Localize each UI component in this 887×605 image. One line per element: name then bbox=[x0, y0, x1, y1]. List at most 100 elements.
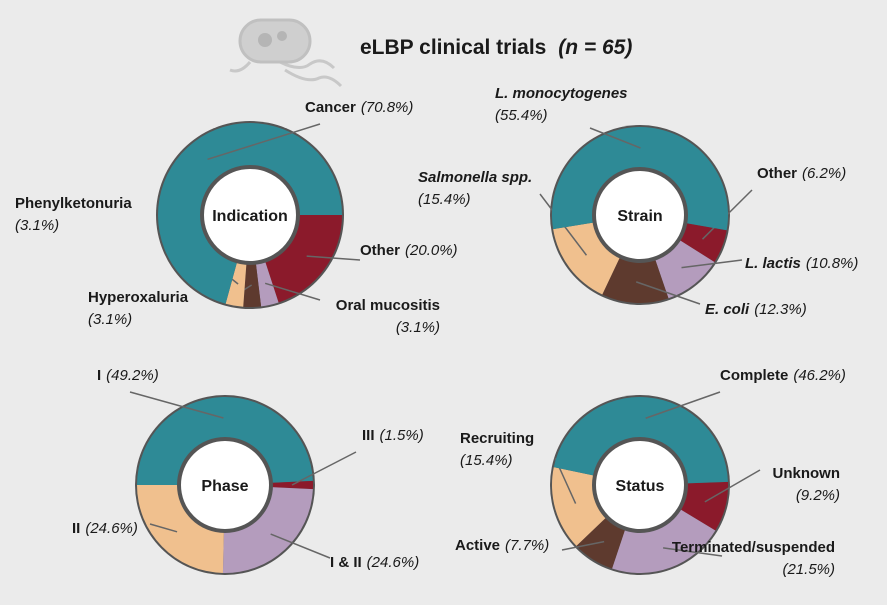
slice bbox=[222, 487, 313, 573]
value-label: (21.5%) bbox=[782, 561, 835, 578]
category-name: L. monocytogenes bbox=[495, 85, 628, 102]
category-name: Recruiting bbox=[460, 430, 534, 447]
slice-label: Cancer (70.8%) bbox=[305, 99, 413, 116]
value-label: (3.1%) bbox=[88, 311, 132, 328]
page-title: eLBP clinical trials (n = 65) bbox=[360, 36, 632, 59]
ring-hole bbox=[177, 437, 273, 533]
value-label: (55.4%) bbox=[495, 107, 548, 124]
slice-label: Active (7.7%) bbox=[455, 537, 549, 554]
slice-label: Salmonella spp. (15.4%) bbox=[418, 169, 532, 208]
category-name: Other bbox=[360, 242, 400, 259]
category-name: Oral mucositis bbox=[336, 297, 440, 314]
slice-label: E. coli (12.3%) bbox=[705, 301, 807, 318]
slice-label: L. lactis (10.8%) bbox=[745, 255, 858, 272]
category-name: Active bbox=[455, 537, 500, 554]
pie-title: Phase bbox=[201, 478, 248, 495]
slice bbox=[158, 122, 342, 304]
value-label: (3.1%) bbox=[15, 217, 59, 234]
leader-line bbox=[635, 281, 701, 305]
leader-line bbox=[207, 123, 321, 161]
pie-title: Indication bbox=[212, 208, 288, 225]
value-label: (12.3%) bbox=[754, 301, 807, 318]
slice-label: Other (6.2%) bbox=[757, 165, 846, 182]
slice bbox=[264, 215, 342, 303]
value-label: (46.2%) bbox=[793, 367, 846, 384]
slice-label: II (24.6%) bbox=[72, 520, 138, 537]
slice bbox=[654, 239, 715, 299]
slice bbox=[270, 480, 313, 490]
slice-label: I & II (24.6%) bbox=[330, 554, 419, 571]
slice bbox=[552, 126, 728, 231]
slice-label: L. monocytogenes (55.4%) bbox=[495, 85, 628, 124]
category-name: L. lactis bbox=[745, 255, 801, 272]
value-label: (1.5%) bbox=[380, 427, 424, 444]
leader-line bbox=[663, 547, 723, 557]
slice bbox=[225, 261, 247, 307]
leader-line bbox=[589, 127, 641, 149]
slice-label: Unknown (9.2%) bbox=[773, 465, 841, 504]
slice bbox=[612, 508, 716, 574]
leader-line bbox=[270, 533, 331, 559]
leader-line bbox=[291, 451, 357, 486]
value-label: (10.8%) bbox=[806, 255, 859, 272]
leader-line bbox=[645, 391, 721, 419]
slice bbox=[678, 222, 727, 263]
slice bbox=[137, 397, 313, 485]
slice bbox=[137, 485, 224, 573]
leader-line bbox=[681, 259, 743, 269]
category-name: Phenylketonuria bbox=[15, 195, 132, 212]
value-label: (15.4%) bbox=[418, 191, 471, 208]
slice-label: I (49.2%) bbox=[97, 367, 159, 384]
ring-hole bbox=[200, 165, 300, 265]
category-name: I & II bbox=[330, 554, 362, 571]
value-label: (15.4%) bbox=[460, 452, 513, 469]
leader-line bbox=[561, 540, 605, 551]
slice bbox=[243, 262, 262, 307]
value-label: (70.8%) bbox=[361, 99, 414, 116]
value-label: (7.7%) bbox=[505, 537, 549, 554]
title-note: (n = 65) bbox=[558, 36, 632, 59]
slice-label: Oral mucositis (3.1%) bbox=[336, 297, 440, 336]
category-name: Terminated/suspended bbox=[672, 539, 835, 556]
leader-line bbox=[149, 523, 178, 533]
slice-label: Hyperoxaluria (3.1%) bbox=[88, 289, 189, 328]
bacteria-icon bbox=[229, 18, 343, 88]
value-label: (24.6%) bbox=[85, 520, 138, 537]
leader-line bbox=[704, 469, 761, 503]
category-name: Cancer bbox=[305, 99, 356, 116]
category-name: Unknown bbox=[773, 465, 841, 482]
pie-title: Strain bbox=[617, 208, 662, 225]
slice-label: III (1.5%) bbox=[362, 427, 424, 444]
slice-label: Terminated/suspended (21.5%) bbox=[672, 539, 835, 578]
slice-label: Phenylketonuria (3.1%) bbox=[15, 195, 132, 234]
pie-title: Status bbox=[616, 478, 665, 495]
value-label: (3.1%) bbox=[396, 319, 440, 336]
leader-line bbox=[129, 391, 224, 419]
leader-line bbox=[306, 255, 361, 261]
value-label: (24.6%) bbox=[367, 554, 420, 571]
slice bbox=[679, 481, 728, 531]
category-name: E. coli bbox=[705, 301, 750, 318]
category-name: III bbox=[362, 427, 375, 444]
slice bbox=[553, 396, 728, 484]
leader-line bbox=[264, 282, 321, 301]
slice-label: Complete (46.2%) bbox=[720, 367, 846, 384]
slice-label: Other (20.0%) bbox=[360, 242, 458, 259]
slice bbox=[553, 222, 621, 295]
value-label: (49.2%) bbox=[106, 367, 159, 384]
slice bbox=[602, 256, 669, 303]
ring-hole bbox=[592, 437, 688, 533]
value-label: (9.2%) bbox=[796, 487, 840, 504]
value-label: (6.2%) bbox=[802, 165, 846, 182]
value-label: (20.0%) bbox=[405, 242, 458, 259]
title: eLBP clinical trials bbox=[360, 36, 546, 59]
category-name: Complete bbox=[720, 367, 788, 384]
category-name: I bbox=[97, 367, 101, 384]
ring-hole bbox=[592, 167, 688, 263]
category-name: Other bbox=[757, 165, 797, 182]
category-name: Hyperoxaluria bbox=[88, 289, 189, 306]
slice-label: Recruiting (15.4%) bbox=[460, 430, 534, 469]
category-name: Salmonella spp. bbox=[418, 169, 532, 186]
category-name: II bbox=[72, 520, 80, 537]
